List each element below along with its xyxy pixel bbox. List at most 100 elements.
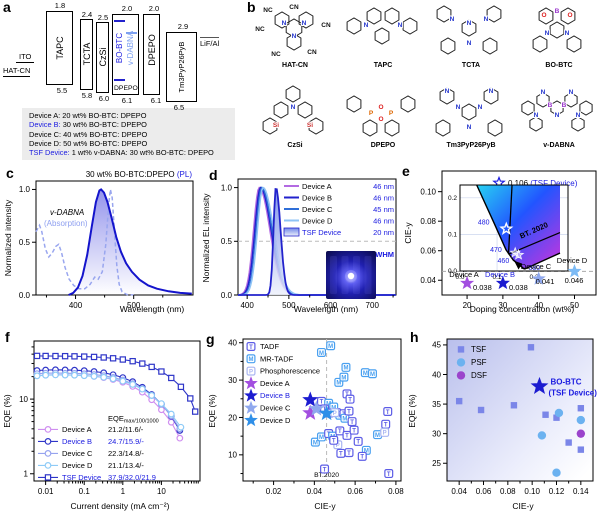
point-tsf	[527, 344, 535, 351]
lit-marker-T	[384, 469, 394, 479]
bt2020-edge-2	[508, 231, 561, 255]
cathode-label: LiF/Al	[200, 37, 220, 48]
ring	[286, 33, 302, 51]
ring	[536, 92, 550, 108]
fwhm-note: FWHM	[371, 250, 394, 259]
atom-label: N	[478, 104, 483, 111]
lit-marker-T	[320, 464, 330, 474]
atom-label: P	[389, 110, 394, 117]
lit-marker-letter: P	[383, 431, 387, 437]
lit-marker-T	[342, 430, 352, 440]
panel-label-h: h	[410, 329, 419, 345]
ring	[384, 7, 400, 25]
panel-label-b: b	[247, 0, 256, 15]
ring	[549, 21, 565, 39]
atom-label: N	[576, 112, 581, 119]
panel-label-g: g	[206, 331, 215, 347]
chart-title: 30 wt% BO-BTC:DPEPO (PL)	[86, 170, 193, 179]
lit-marker-letter: P	[249, 369, 253, 375]
marker-square	[109, 355, 117, 362]
device-label: Device C	[521, 262, 552, 271]
layer-czsi	[96, 22, 109, 93]
x-tick-label: 0.06	[347, 487, 363, 496]
legend-label: TADF	[260, 342, 279, 351]
plot-frame	[242, 338, 402, 482]
x-axis-label: Doping concentration (wt%)	[470, 304, 575, 314]
marker-square	[139, 360, 146, 367]
lit-marker-P	[246, 366, 256, 376]
ring	[400, 95, 416, 113]
dopant2-level-tick	[126, 32, 137, 34]
star-Device B	[495, 275, 510, 290]
atom-label: Si	[273, 122, 279, 129]
inset-y-tick: 0.2	[448, 195, 457, 202]
marker-circle	[138, 385, 146, 393]
photo-pixel-bar	[330, 256, 337, 294]
panel-h-svg: BO-BTC (TSF Device) TSF PSF DSF 0.04 0.06 0.08 0…	[407, 338, 597, 511]
wl-380: 380	[529, 265, 541, 272]
pl-absorption-chart: 400 500 0.0 0.5 1.0 Wavelength (nm) Normalized…	[0, 163, 198, 325]
atom-label: O	[378, 104, 383, 111]
wl-460: 460	[498, 258, 510, 265]
absorption-curve	[35, 189, 134, 296]
tsf-cie-star	[499, 221, 514, 236]
ring	[486, 5, 502, 23]
ring	[487, 119, 503, 137]
atom-label: CN	[307, 49, 317, 56]
ring	[346, 95, 362, 113]
ring	[521, 100, 535, 116]
marker-circle	[176, 434, 184, 442]
molecule-name: TAPC	[373, 62, 393, 69]
energy-value: 6.1	[121, 96, 133, 105]
molecule-TAPC: N N TAPC	[340, 2, 426, 80]
x-tick-label: 500	[282, 301, 296, 310]
y-tick-label: 30	[432, 429, 441, 438]
marker-square	[100, 354, 107, 361]
energy-value: 2.5	[97, 13, 109, 22]
legend-name: Device D	[302, 217, 333, 226]
lit-marker-letter: T	[339, 452, 343, 458]
lit-marker-T	[335, 426, 345, 436]
energy-value: 2.0	[148, 4, 160, 13]
legend-values: 21.2/11.6/-	[108, 425, 144, 434]
device-row-a: Device A: 20 wt% BO-BTC: DPEPO	[29, 111, 235, 120]
molecule-structure: BO ON N	[532, 7, 582, 53]
y-tick-label: 0.04	[420, 276, 436, 285]
lit-marker-M	[316, 347, 326, 357]
ring	[297, 101, 313, 119]
legend-header: EQEmax/100/1000	[108, 414, 159, 425]
device-desc: 50 wt% BO-BTC: DPEPO	[61, 138, 148, 148]
y-tick-label: 1.0	[221, 183, 233, 192]
energy-value: 6.0	[98, 94, 110, 103]
device-name: Device D:	[29, 138, 62, 148]
x-tick-label: 0.10	[524, 487, 540, 496]
legend-label: Device B	[260, 391, 290, 400]
legend-marker-psf	[456, 358, 466, 367]
dopant1-homo-tick	[114, 79, 125, 81]
ring	[346, 17, 362, 35]
star-Device B	[302, 391, 319, 407]
lit-marker-M	[246, 354, 256, 364]
inset-x-tick: 0.1	[493, 274, 502, 281]
absorption-series-name: v-DABNA	[50, 208, 84, 217]
eqe-curve-Device D	[37, 374, 182, 428]
x-tick-label: 0.08	[388, 487, 404, 496]
layer-tapc	[46, 11, 73, 85]
lit-marker-letter: M	[370, 372, 375, 378]
lit-marker-letter: M	[249, 357, 254, 363]
anode-ito-label: ITO	[16, 52, 35, 63]
point-tsf	[542, 411, 549, 418]
ring	[362, 119, 378, 137]
device-label: Device D	[557, 256, 588, 265]
atom-label: N	[292, 33, 297, 40]
y-axis-label: EQE (%)	[407, 394, 417, 428]
ring	[483, 87, 499, 105]
marker-circle	[61, 371, 69, 379]
marker-square	[71, 353, 78, 360]
y-tick-label: 0.10	[420, 187, 436, 196]
star-label-2: (TSF Device)	[548, 388, 597, 397]
y-axis-label: EQE (%)	[2, 394, 12, 428]
y-tick-label: 45	[432, 341, 441, 350]
legend-name: TSF Device	[62, 473, 101, 482]
